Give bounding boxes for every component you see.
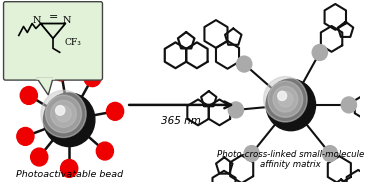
Circle shape: [51, 100, 76, 127]
Circle shape: [53, 63, 70, 81]
Text: Photo-cross-linked small-molecule: Photo-cross-linked small-molecule: [217, 150, 364, 159]
Circle shape: [278, 91, 287, 100]
Circle shape: [43, 93, 95, 147]
FancyBboxPatch shape: [3, 2, 102, 80]
Circle shape: [60, 159, 78, 177]
Circle shape: [20, 87, 37, 104]
Circle shape: [244, 146, 259, 161]
Text: Photoactivatable bead: Photoactivatable bead: [15, 170, 123, 179]
Circle shape: [84, 69, 101, 87]
Circle shape: [56, 106, 71, 122]
Circle shape: [31, 148, 48, 166]
Circle shape: [237, 56, 252, 72]
Circle shape: [322, 146, 338, 161]
Circle shape: [96, 142, 113, 160]
Text: 365 nm: 365 nm: [161, 116, 201, 126]
Text: affinity matrix: affinity matrix: [260, 160, 321, 169]
Circle shape: [312, 44, 327, 60]
Circle shape: [273, 86, 298, 112]
Circle shape: [266, 79, 316, 131]
Circle shape: [341, 97, 356, 113]
Text: CF₃: CF₃: [64, 38, 81, 47]
Circle shape: [46, 95, 82, 133]
Text: N: N: [63, 16, 71, 25]
Circle shape: [17, 128, 34, 145]
Circle shape: [107, 102, 124, 120]
Text: N: N: [33, 16, 41, 25]
Circle shape: [228, 102, 243, 118]
Polygon shape: [37, 78, 53, 95]
Circle shape: [268, 81, 303, 117]
Circle shape: [263, 76, 307, 122]
Circle shape: [278, 92, 293, 107]
Circle shape: [41, 90, 86, 137]
Text: =: =: [48, 13, 58, 23]
Circle shape: [56, 106, 65, 115]
